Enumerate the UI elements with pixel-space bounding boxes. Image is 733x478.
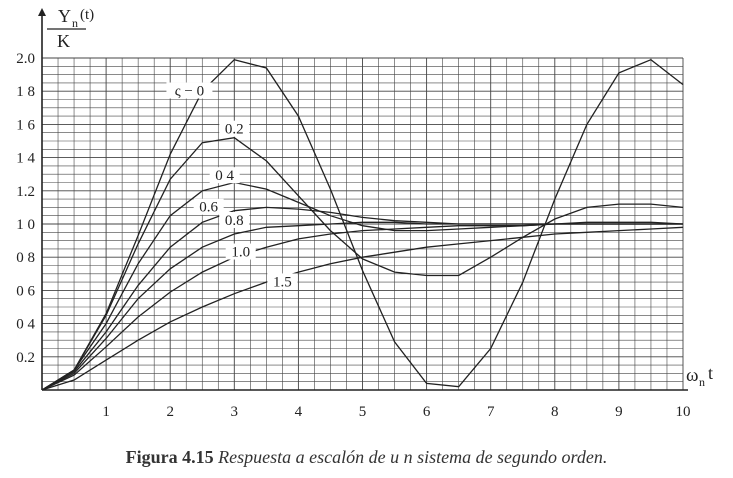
series-label-zeta-1: 1.0 bbox=[231, 245, 250, 261]
figure-label: Figura 4.15 bbox=[126, 447, 214, 467]
x-axis-label-suffix: t bbox=[708, 363, 713, 383]
y-axis-label-numerator: Y bbox=[58, 6, 71, 26]
y-tick-label: 1 4 bbox=[16, 151, 35, 167]
y-tick-label: 0 4 bbox=[16, 317, 35, 333]
x-axis-label-main: ω bbox=[686, 365, 699, 386]
y-tick-label: 0 6 bbox=[16, 283, 35, 299]
x-tick-label: 4 bbox=[295, 404, 303, 420]
x-tick-label: 2 bbox=[166, 404, 174, 420]
x-tick-label: 1 bbox=[102, 404, 110, 420]
x-tick-label: 9 bbox=[615, 404, 623, 420]
x-tick-label: 8 bbox=[551, 404, 559, 420]
y-tick-label: 0 8 bbox=[16, 250, 35, 266]
y-axis-label-denominator: K bbox=[57, 31, 70, 51]
series-label-zeta-0-6: 0.6 bbox=[199, 200, 218, 216]
x-tick-label: 10 bbox=[676, 404, 691, 420]
x-tick-label: 7 bbox=[487, 404, 495, 420]
series-label-zeta-0-4: 0 4 bbox=[215, 168, 234, 184]
y-tick-label: 1 8 bbox=[16, 84, 35, 100]
chart-svg: 1 2 3 4 5 6 7 8 9 10 0.2 0 4 0 6 0 8 1 0 1.2 1 4 1 6 1 8 2.… bbox=[0, 0, 733, 430]
series-label-zeta-1-5: 1.5 bbox=[273, 274, 292, 290]
series-label-zeta-0: ς − 0 bbox=[175, 84, 204, 100]
y-tick-label: 1.2 bbox=[16, 184, 35, 200]
y-tick-label: 1 6 bbox=[16, 117, 35, 133]
y-tick-label: 1 0 bbox=[16, 217, 35, 233]
y-axis-label-subscript: n bbox=[72, 16, 78, 30]
series-label-zeta-0-8: 0.8 bbox=[225, 213, 244, 229]
step-response-chart: 1 2 3 4 5 6 7 8 9 10 0.2 0 4 0 6 0 8 1 0 1.2 1 4 1 6 1 8 2.… bbox=[0, 0, 733, 430]
figure-caption: Figura 4.15 Respuesta a escalón de u n s… bbox=[0, 447, 733, 468]
series-label-zeta-0-2: 0.2 bbox=[225, 122, 244, 138]
y-axis-label-suffix: (t) bbox=[80, 7, 94, 23]
axis-titles: Y n (t) K ω n t bbox=[47, 6, 713, 389]
figure-caption-text: Respuesta a escalón de u n sistema de se… bbox=[218, 447, 607, 467]
x-tick-label: 3 bbox=[231, 404, 239, 420]
x-axis-label-subscript: n bbox=[699, 375, 705, 389]
y-axis-arrow bbox=[38, 8, 46, 16]
x-tick-label: 6 bbox=[423, 404, 431, 420]
y-tick-label: 2.0 bbox=[16, 51, 35, 67]
x-tick-label: 5 bbox=[359, 404, 367, 420]
tick-labels: 1 2 3 4 5 6 7 8 9 10 0.2 0 4 0 6 0 8 1 0 1.2 1 4 1 6 1 8 2.… bbox=[16, 51, 690, 420]
y-tick-label: 0.2 bbox=[16, 350, 35, 366]
